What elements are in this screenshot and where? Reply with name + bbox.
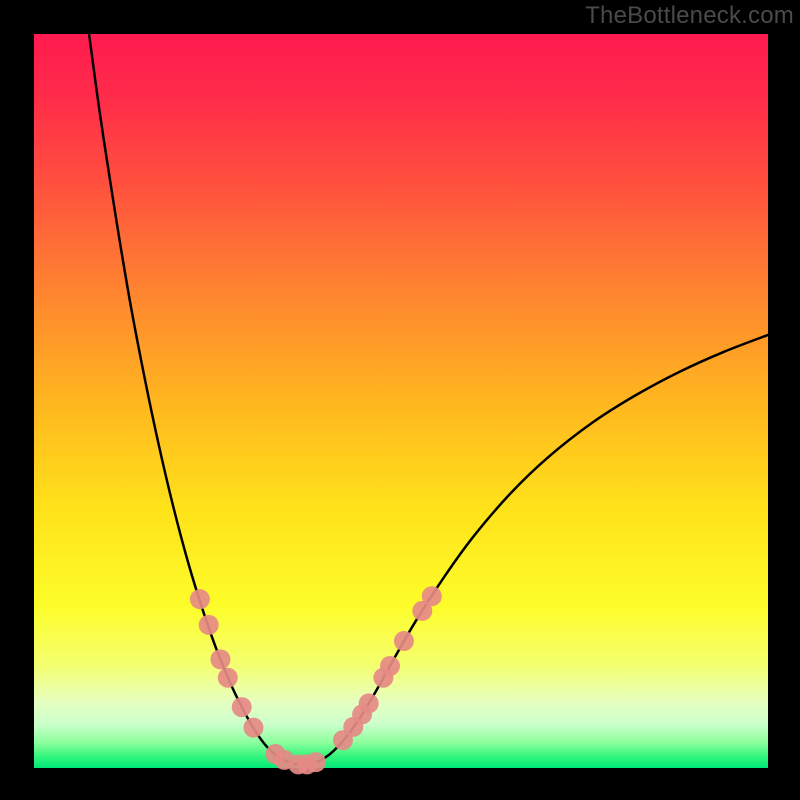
data-marker xyxy=(394,631,414,651)
data-marker xyxy=(359,693,379,713)
data-marker xyxy=(199,615,219,635)
data-marker xyxy=(243,718,263,738)
watermark-text: TheBottleneck.com xyxy=(585,2,794,30)
data-marker xyxy=(190,589,210,609)
data-marker xyxy=(210,649,230,669)
data-marker xyxy=(232,697,252,717)
data-marker xyxy=(422,586,442,606)
chart-plot-area xyxy=(34,34,768,768)
bottleneck-curve xyxy=(89,34,768,765)
data-marker xyxy=(218,668,238,688)
data-marker xyxy=(306,752,326,772)
chart-stage: TheBottleneck.com xyxy=(0,0,800,800)
data-marker xyxy=(380,656,400,676)
chart-svg xyxy=(34,34,768,768)
